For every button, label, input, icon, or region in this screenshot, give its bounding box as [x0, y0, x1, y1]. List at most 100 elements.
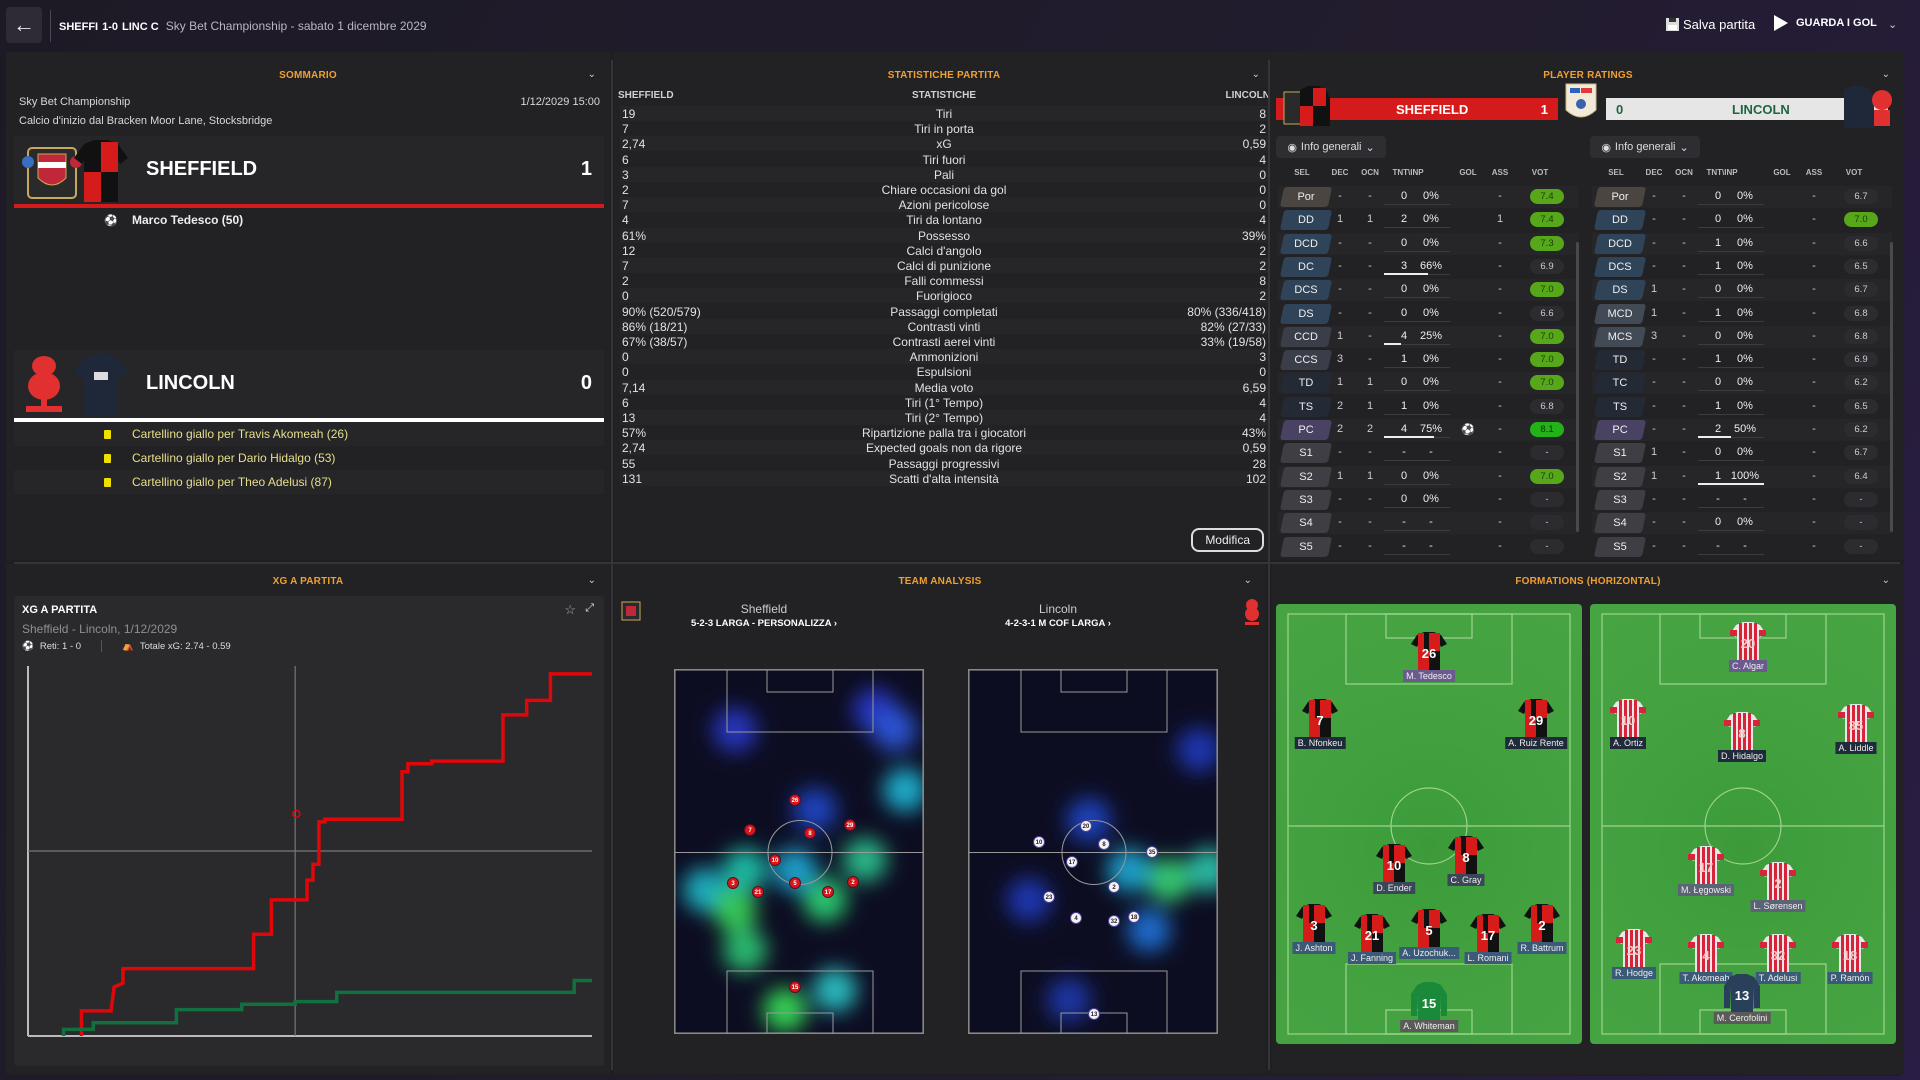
- player-name-label[interactable]: P. Ramón: [1827, 972, 1873, 984]
- player-name-label[interactable]: A. Liddle: [1835, 742, 1877, 754]
- chevron-down-icon[interactable]: ⌄: [1881, 575, 1890, 586]
- ratings-column-header[interactable]: VOT: [1845, 168, 1863, 177]
- ratings-column-header[interactable]: DEC: [1331, 168, 1349, 177]
- rating-row[interactable]: CCS 3 - 1 0% - 7.0: [1278, 349, 1578, 371]
- ratings-column-header[interactable]: SEL: [1608, 168, 1624, 177]
- player-name-label[interactable]: R. Hodge: [1611, 967, 1657, 979]
- ratings-column-header[interactable]: TNT\INP: [1706, 168, 1738, 177]
- player-name-label[interactable]: M. Łęgowski: [1677, 884, 1735, 896]
- away-formation-link[interactable]: 4-2-3-1 M COF LARGA ›: [1005, 618, 1111, 629]
- player-position-marker[interactable]: 2: [1108, 881, 1120, 893]
- player-position-marker[interactable]: 35: [1146, 846, 1158, 858]
- player-shirt-icon[interactable]: 2: [1760, 862, 1796, 900]
- player-name-label[interactable]: C. Gray: [1447, 874, 1485, 886]
- player-name-label[interactable]: A. Ortiz: [1609, 737, 1647, 749]
- rating-row[interactable]: DCD - - 1 0% - 6.6: [1592, 232, 1892, 255]
- player-shirt-icon[interactable]: 2: [1524, 904, 1560, 942]
- player-position-marker[interactable]: 3: [727, 877, 739, 889]
- player-position-marker[interactable]: 15: [789, 981, 801, 993]
- player-shirt-icon[interactable]: 8: [1724, 712, 1760, 750]
- edit-stats-button[interactable]: Modifica: [1191, 528, 1264, 552]
- rating-row[interactable]: S5 - - - - - -: [1278, 536, 1578, 558]
- chevron-down-icon[interactable]: ⌄: [587, 575, 596, 586]
- rating-row[interactable]: Por - - 0 0% - 7.4: [1278, 186, 1578, 208]
- chevron-down-icon[interactable]: ⌄: [1251, 69, 1260, 80]
- player-shirt-icon[interactable]: 23: [1616, 929, 1652, 967]
- player-position-marker[interactable]: 17: [1066, 856, 1078, 868]
- player-name-label[interactable]: M. Cerofolini: [1713, 1012, 1771, 1024]
- rating-row[interactable]: DCS - - 0 0% - 7.0: [1278, 279, 1578, 302]
- rating-row[interactable]: DC - - 3 66% - 6.9: [1278, 256, 1578, 278]
- rating-row[interactable]: S4 - - - - - -: [1278, 512, 1578, 535]
- player-position-marker[interactable]: 32: [1108, 915, 1120, 927]
- player-shirt-icon[interactable]: 17: [1688, 846, 1724, 884]
- save-match-button[interactable]: Salva partita: [1666, 17, 1755, 32]
- home-formation-link[interactable]: 5-2-3 LARGA - PERSONALIZZA ›: [690, 618, 838, 629]
- rating-row[interactable]: DS 1 - 0 0% - 6.7: [1592, 279, 1892, 302]
- player-position-marker[interactable]: 10: [1033, 836, 1045, 848]
- player-name-label[interactable]: A. Whiteman: [1400, 1020, 1458, 1032]
- home-ratings-scrollbar[interactable]: [1576, 242, 1579, 532]
- ratings-column-header[interactable]: TNT\INP: [1392, 168, 1424, 177]
- rating-row[interactable]: DCD - - 0 0% - 7.3: [1278, 232, 1578, 255]
- player-position-marker[interactable]: 8: [1098, 838, 1110, 850]
- ratings-column-header[interactable]: ASS: [1491, 168, 1509, 177]
- player-position-marker[interactable]: 18: [1128, 911, 1140, 923]
- player-position-marker[interactable]: 5: [789, 877, 801, 889]
- player-shirt-icon[interactable]: 20: [1730, 622, 1766, 660]
- home-info-filter-dropdown[interactable]: ◉ Info generali ⌄: [1276, 136, 1386, 158]
- player-position-marker[interactable]: 4: [1070, 912, 1082, 924]
- rating-row[interactable]: S1 1 - 0 0% - 6.7: [1592, 442, 1892, 464]
- player-name-label[interactable]: A. Uzochuk...: [1399, 947, 1459, 959]
- chevron-down-icon[interactable]: ⌄: [1243, 575, 1252, 586]
- player-name-label[interactable]: C. Algar: [1728, 660, 1768, 672]
- rating-row[interactable]: PC 2 2 4 75% ⚽ - 8.1: [1278, 419, 1578, 441]
- rating-row[interactable]: TS - - 1 0% - 6.5: [1592, 396, 1892, 418]
- chevron-down-icon[interactable]: ⌄: [1888, 19, 1898, 31]
- rating-row[interactable]: S3 - - 0 0% - -: [1278, 489, 1578, 511]
- player-position-marker[interactable]: 26: [789, 794, 801, 806]
- back-button[interactable]: ←: [6, 7, 42, 43]
- player-shirt-icon[interactable]: 7: [1302, 699, 1338, 737]
- ratings-column-header[interactable]: DEC: [1645, 168, 1663, 177]
- ratings-column-header[interactable]: ASS: [1805, 168, 1823, 177]
- rating-row[interactable]: TS 2 1 1 0% - 6.8: [1278, 396, 1578, 418]
- rating-row[interactable]: S5 - - - - - -: [1592, 536, 1892, 558]
- player-name-label[interactable]: R. Battrum: [1517, 942, 1567, 954]
- player-shirt-icon[interactable]: 10: [1610, 699, 1646, 737]
- player-position-marker[interactable]: 21: [752, 886, 764, 898]
- ratings-column-header[interactable]: SEL: [1294, 168, 1310, 177]
- player-shirt-icon[interactable]: 5: [1411, 909, 1447, 947]
- player-name-label[interactable]: J. Ashton: [1292, 942, 1336, 954]
- rating-row[interactable]: DD 1 1 2 0% 1 7.4: [1278, 209, 1578, 231]
- ratings-column-header[interactable]: VOT: [1531, 168, 1549, 177]
- player-shirt-icon[interactable]: 18: [1832, 934, 1868, 972]
- chevron-down-icon[interactable]: ⌄: [1881, 69, 1890, 80]
- player-name-label[interactable]: D. Ender: [1373, 882, 1415, 894]
- player-name-label[interactable]: D. Hidalgo: [1717, 750, 1767, 762]
- player-shirt-icon[interactable]: 35: [1838, 704, 1874, 742]
- player-name-label[interactable]: L. Sørensen: [1750, 900, 1806, 912]
- player-name-label[interactable]: B. Nfonkeu: [1294, 737, 1346, 749]
- player-position-marker[interactable]: 29: [844, 819, 856, 831]
- player-shirt-icon[interactable]: 15: [1411, 982, 1447, 1020]
- chevron-down-icon[interactable]: ⌄: [587, 69, 596, 80]
- rating-row[interactable]: CCD 1 - 4 25% - 7.0: [1278, 325, 1578, 348]
- player-name-label[interactable]: T. Akomeah: [1679, 972, 1733, 984]
- player-shirt-icon[interactable]: 26: [1411, 632, 1447, 670]
- player-shirt-icon[interactable]: 8: [1448, 836, 1484, 874]
- rating-row[interactable]: MCD 1 - 1 0% - 6.8: [1592, 303, 1892, 325]
- rating-row[interactable]: DCS - - 1 0% - 6.5: [1592, 256, 1892, 278]
- rating-row[interactable]: DD - - 0 0% - 7.0: [1592, 209, 1892, 231]
- player-shirt-icon[interactable]: 32: [1760, 934, 1796, 972]
- ratings-column-header[interactable]: GOL: [1459, 168, 1477, 177]
- player-position-marker[interactable]: 7: [744, 824, 756, 836]
- ratings-column-header[interactable]: OCN: [1675, 168, 1693, 177]
- player-position-marker[interactable]: 2: [847, 876, 859, 888]
- player-position-marker[interactable]: 8: [804, 827, 816, 839]
- ratings-column-header[interactable]: GOL: [1773, 168, 1791, 177]
- away-ratings-scrollbar[interactable]: [1890, 242, 1893, 532]
- rating-row[interactable]: S4 - - 0 0% - -: [1592, 512, 1892, 535]
- rating-row[interactable]: S1 - - - - - -: [1278, 442, 1578, 464]
- player-shirt-icon[interactable]: 29: [1518, 699, 1554, 737]
